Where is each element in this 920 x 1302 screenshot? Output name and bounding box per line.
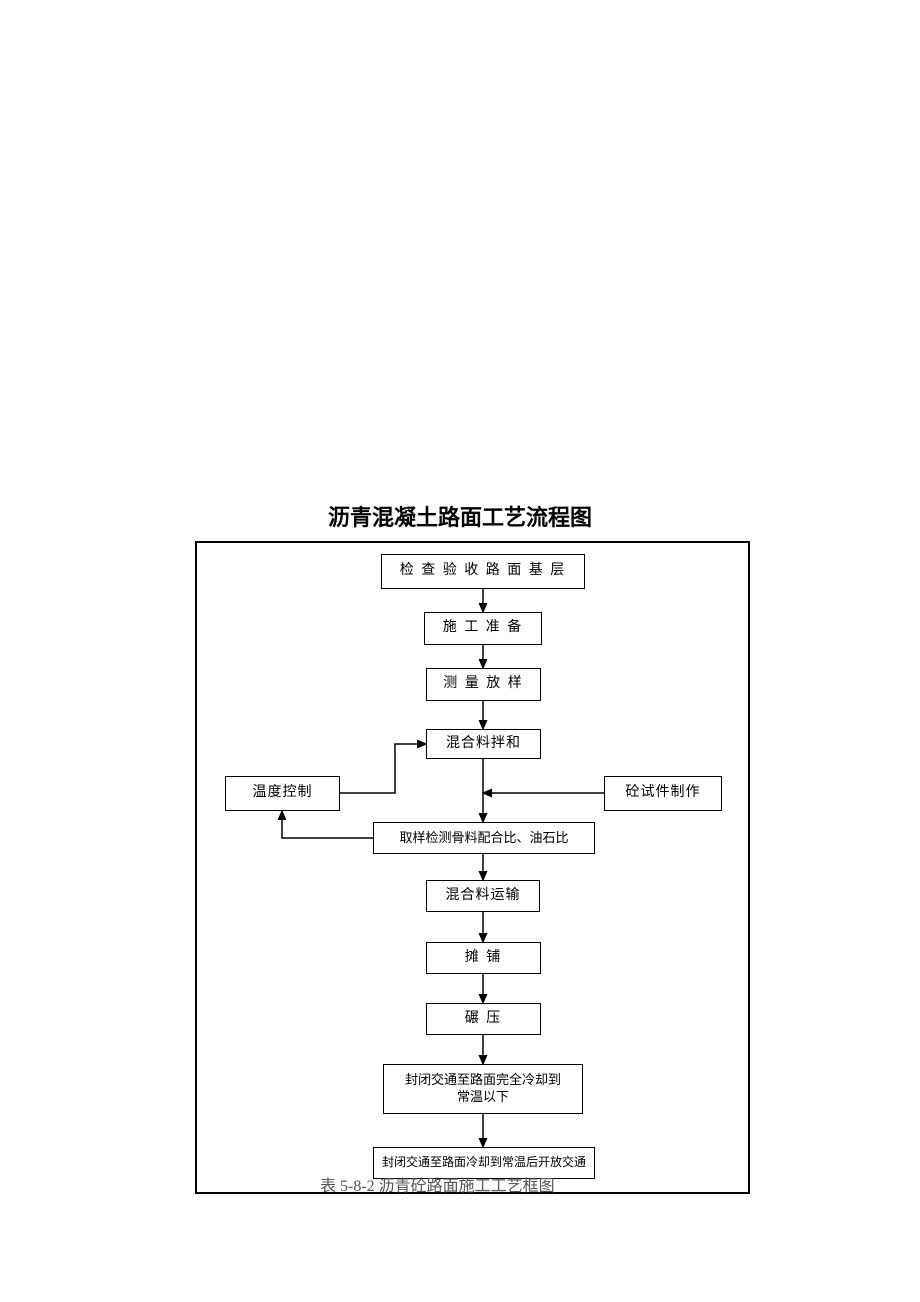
flow-node-nL: 温度控制	[225, 776, 340, 811]
flow-node-n6: 混合料运输	[426, 880, 540, 912]
flow-node-n1: 检 查 验 收 路 面 基 层	[381, 554, 585, 589]
flow-node-nR: 砼试件制作	[604, 776, 722, 811]
flow-node-n3: 测 量 放 样	[426, 668, 541, 701]
flow-node-n2: 施 工 准 备	[424, 612, 542, 645]
flow-node-n7: 摊 铺	[426, 942, 541, 974]
flow-node-n5: 取样检测骨料配合比、油石比	[373, 822, 595, 854]
flow-node-n9: 封闭交通至路面完全冷却到 常温以下	[383, 1064, 583, 1114]
diagram-caption: 表 5-8-2 沥青砼路面施工工艺框图	[320, 1172, 555, 1196]
flow-node-n4: 混合料拌和	[426, 729, 541, 759]
page-title: 沥青混凝土路面工艺流程图	[0, 500, 920, 532]
flow-node-n8: 碾 压	[426, 1003, 541, 1035]
